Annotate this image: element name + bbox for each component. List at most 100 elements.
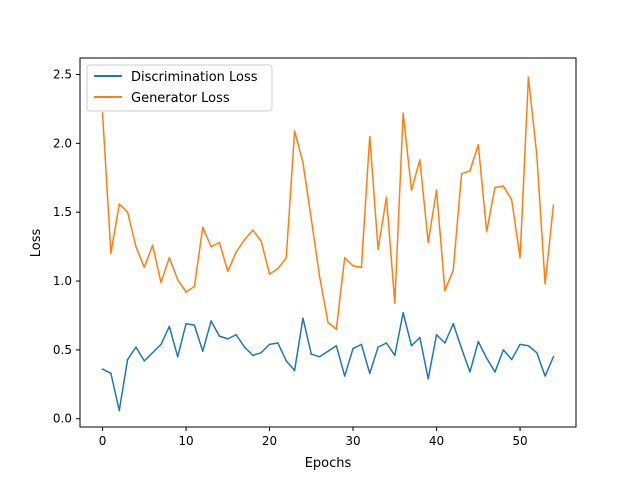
data-point-generator-loss [385, 196, 388, 198]
data-point-generator-loss [552, 204, 555, 207]
data-point-generator-loss [444, 289, 446, 292]
data-point-generator-loss [202, 226, 204, 229]
data-point-generator-loss [410, 189, 413, 191]
legend-box [86, 64, 273, 112]
legend-label-discrimination-loss: Discrimination Loss [131, 70, 258, 85]
data-point-discrimination-loss [143, 360, 146, 362]
data-point-discrimination-loss [402, 311, 404, 314]
data-point-generator-loss [310, 218, 313, 220]
y-tick-label: 2.0 [53, 136, 72, 150]
x-tick-label: 40 [429, 434, 444, 448]
data-point-discrimination-loss [168, 325, 171, 328]
data-point-generator-loss [502, 185, 505, 187]
plot-frame [79, 57, 577, 428]
data-point-discrimination-loss [151, 351, 154, 354]
data-point-discrimination-loss [452, 322, 454, 325]
data-point-generator-loss [469, 170, 471, 172]
data-point-generator-loss [544, 283, 546, 285]
data-point-generator-loss [419, 159, 421, 161]
y-axis-label: Loss [29, 229, 44, 258]
x-tick-label: 20 [262, 434, 277, 448]
data-point-generator-loss [452, 269, 454, 271]
data-point-discrimination-loss [327, 350, 329, 353]
y-tick-label: 1.5 [53, 205, 72, 219]
data-point-discrimination-loss [227, 338, 229, 340]
data-point-generator-loss [185, 291, 187, 293]
data-point-generator-loss [268, 273, 271, 275]
data-point-discrimination-loss [394, 354, 396, 357]
y-tick-label: 0.5 [53, 343, 72, 357]
data-point-discrimination-loss [176, 356, 179, 358]
x-axis-ticks: 0 10 20 30 40 50 [99, 427, 528, 448]
x-tick-label: 50 [512, 434, 527, 448]
data-point-discrimination-loss [485, 357, 488, 359]
data-point-generator-loss [285, 256, 287, 259]
data-point-discrimination-loss [343, 375, 346, 377]
data-point-discrimination-loss [435, 334, 438, 336]
data-point-discrimination-loss [185, 322, 187, 325]
data-point-discrimination-loss [193, 324, 196, 326]
data-point-discrimination-loss [527, 345, 530, 347]
data-point-generator-loss [460, 172, 463, 175]
data-point-discrimination-loss [410, 345, 413, 347]
data-point-generator-loss [135, 245, 137, 248]
legend: Discrimination Loss Generator Loss [86, 64, 273, 112]
data-point-generator-loss [143, 266, 146, 269]
x-axis-label: Epochs [305, 456, 352, 471]
data-point-discrimination-loss [160, 343, 162, 346]
data-point-generator-loss [435, 189, 438, 191]
data-point-discrimination-loss [285, 360, 287, 362]
data-point-generator-loss [168, 256, 171, 259]
data-point-discrimination-loss [318, 356, 321, 358]
data-point-discrimination-loss [427, 378, 429, 380]
data-point-generator-loss [394, 302, 396, 304]
data-point-generator-loss [335, 328, 338, 330]
data-point-discrimination-loss [494, 371, 496, 373]
data-point-generator-loss [118, 203, 120, 205]
data-point-generator-loss [151, 244, 154, 246]
data-point-discrimination-loss [544, 375, 546, 377]
data-point-discrimination-loss [460, 347, 463, 350]
data-point-discrimination-loss [302, 317, 304, 319]
data-point-generator-loss [536, 153, 538, 156]
data-point-discrimination-loss [118, 409, 120, 412]
data-point-discrimination-loss [235, 334, 237, 336]
data-point-discrimination-loss [268, 343, 271, 346]
y-tick-label: 1.0 [53, 274, 72, 288]
data-point-generator-loss [252, 229, 254, 231]
data-point-generator-loss [277, 267, 279, 270]
data-point-discrimination-loss [126, 358, 129, 361]
data-point-discrimination-loss [218, 335, 221, 337]
data-point-discrimination-loss [310, 353, 313, 355]
data-point-discrimination-loss [469, 371, 471, 373]
data-point-generator-loss [402, 112, 404, 114]
data-point-generator-loss [318, 276, 321, 278]
data-point-generator-loss [218, 241, 221, 244]
data-point-generator-loss [519, 256, 521, 259]
data-point-discrimination-loss [477, 340, 480, 343]
data-point-discrimination-loss [101, 368, 104, 370]
data-point-generator-loss [293, 130, 296, 132]
data-point-discrimination-loss [419, 336, 421, 339]
y-tick-label: 2.5 [53, 68, 72, 82]
data-point-generator-loss [302, 161, 304, 164]
data-point-discrimination-loss [260, 351, 262, 354]
data-point-discrimination-loss [210, 320, 212, 322]
y-axis-ticks: 0.0 0.5 1.0 1.5 2.0 2.5 [53, 68, 80, 426]
data-point-discrimination-loss [352, 347, 354, 350]
data-point-generator-loss [227, 270, 229, 273]
data-point-generator-loss [110, 252, 112, 255]
data-point-generator-loss [494, 186, 496, 189]
data-point-generator-loss [101, 112, 104, 114]
x-tick-label: 0 [99, 434, 107, 448]
data-point-discrimination-loss [502, 349, 505, 351]
data-point-generator-loss [235, 251, 237, 253]
data-point-discrimination-loss [293, 369, 296, 372]
data-point-generator-loss [260, 240, 262, 242]
data-point-discrimination-loss [335, 345, 338, 347]
data-point-discrimination-loss [519, 343, 521, 346]
data-point-generator-loss [527, 76, 530, 79]
data-point-generator-loss [343, 256, 346, 259]
data-point-discrimination-loss [243, 346, 246, 348]
